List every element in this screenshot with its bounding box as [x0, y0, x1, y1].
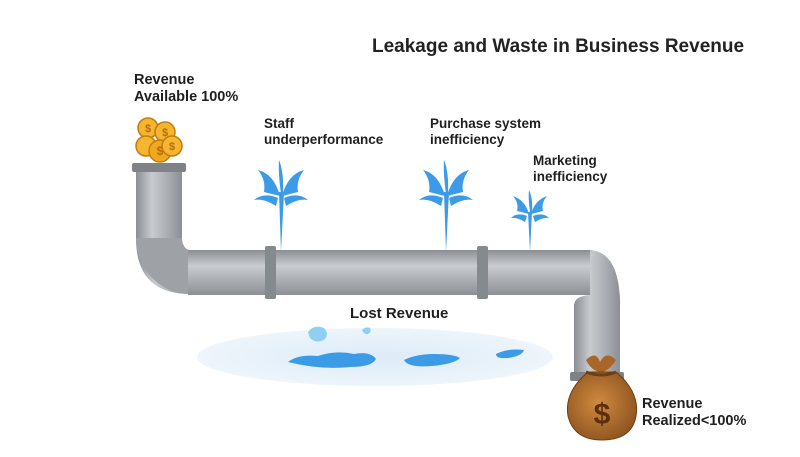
leak-marketing — [511, 190, 549, 252]
revenue-realized-line-1: Revenue — [642, 396, 703, 412]
revenue-realized-line-2: Realized<100% — [642, 413, 747, 430]
lost-revenue-label: Lost Revenue — [350, 305, 449, 322]
marketing-line-1: Marketing — [533, 153, 597, 168]
marketing-line-2: inefficiency — [533, 168, 608, 184]
staff-line-2: underperformance — [264, 131, 384, 147]
purchase-line-1: Purchase system — [430, 116, 542, 131]
money-bag-icon: $ — [566, 355, 638, 441]
revenue-available-label: Revenue Available 100% — [134, 72, 238, 106]
svg-text:$: $ — [145, 123, 151, 135]
staff-underperformance-label: Staff underperformance — [264, 116, 383, 148]
svg-text:$: $ — [157, 144, 164, 158]
revenue-available-line-1: Revenue — [134, 72, 195, 88]
svg-text:$: $ — [169, 141, 175, 153]
marketing-inefficiency-label: Marketing inefficiency — [533, 153, 607, 185]
staff-line-1: Staff — [264, 116, 294, 131]
purchase-inefficiency-label: Purchase system inefficiency — [430, 116, 541, 148]
leak-purchase — [419, 160, 473, 252]
leak-staff — [254, 160, 308, 252]
pipe — [132, 163, 624, 381]
revenue-realized-label: Revenue Realized<100% — [642, 396, 746, 430]
purchase-line-2: inefficiency — [430, 131, 505, 147]
lost-revenue-puddle — [197, 326, 553, 386]
revenue-available-line-2: Available 100% — [134, 89, 239, 106]
page-title: Leakage and Waste in Business Revenue — [372, 36, 745, 57]
svg-text:$: $ — [162, 127, 168, 139]
svg-text:$: $ — [594, 398, 611, 431]
coin-stack-icon: $ $ $ $ — [135, 117, 183, 163]
